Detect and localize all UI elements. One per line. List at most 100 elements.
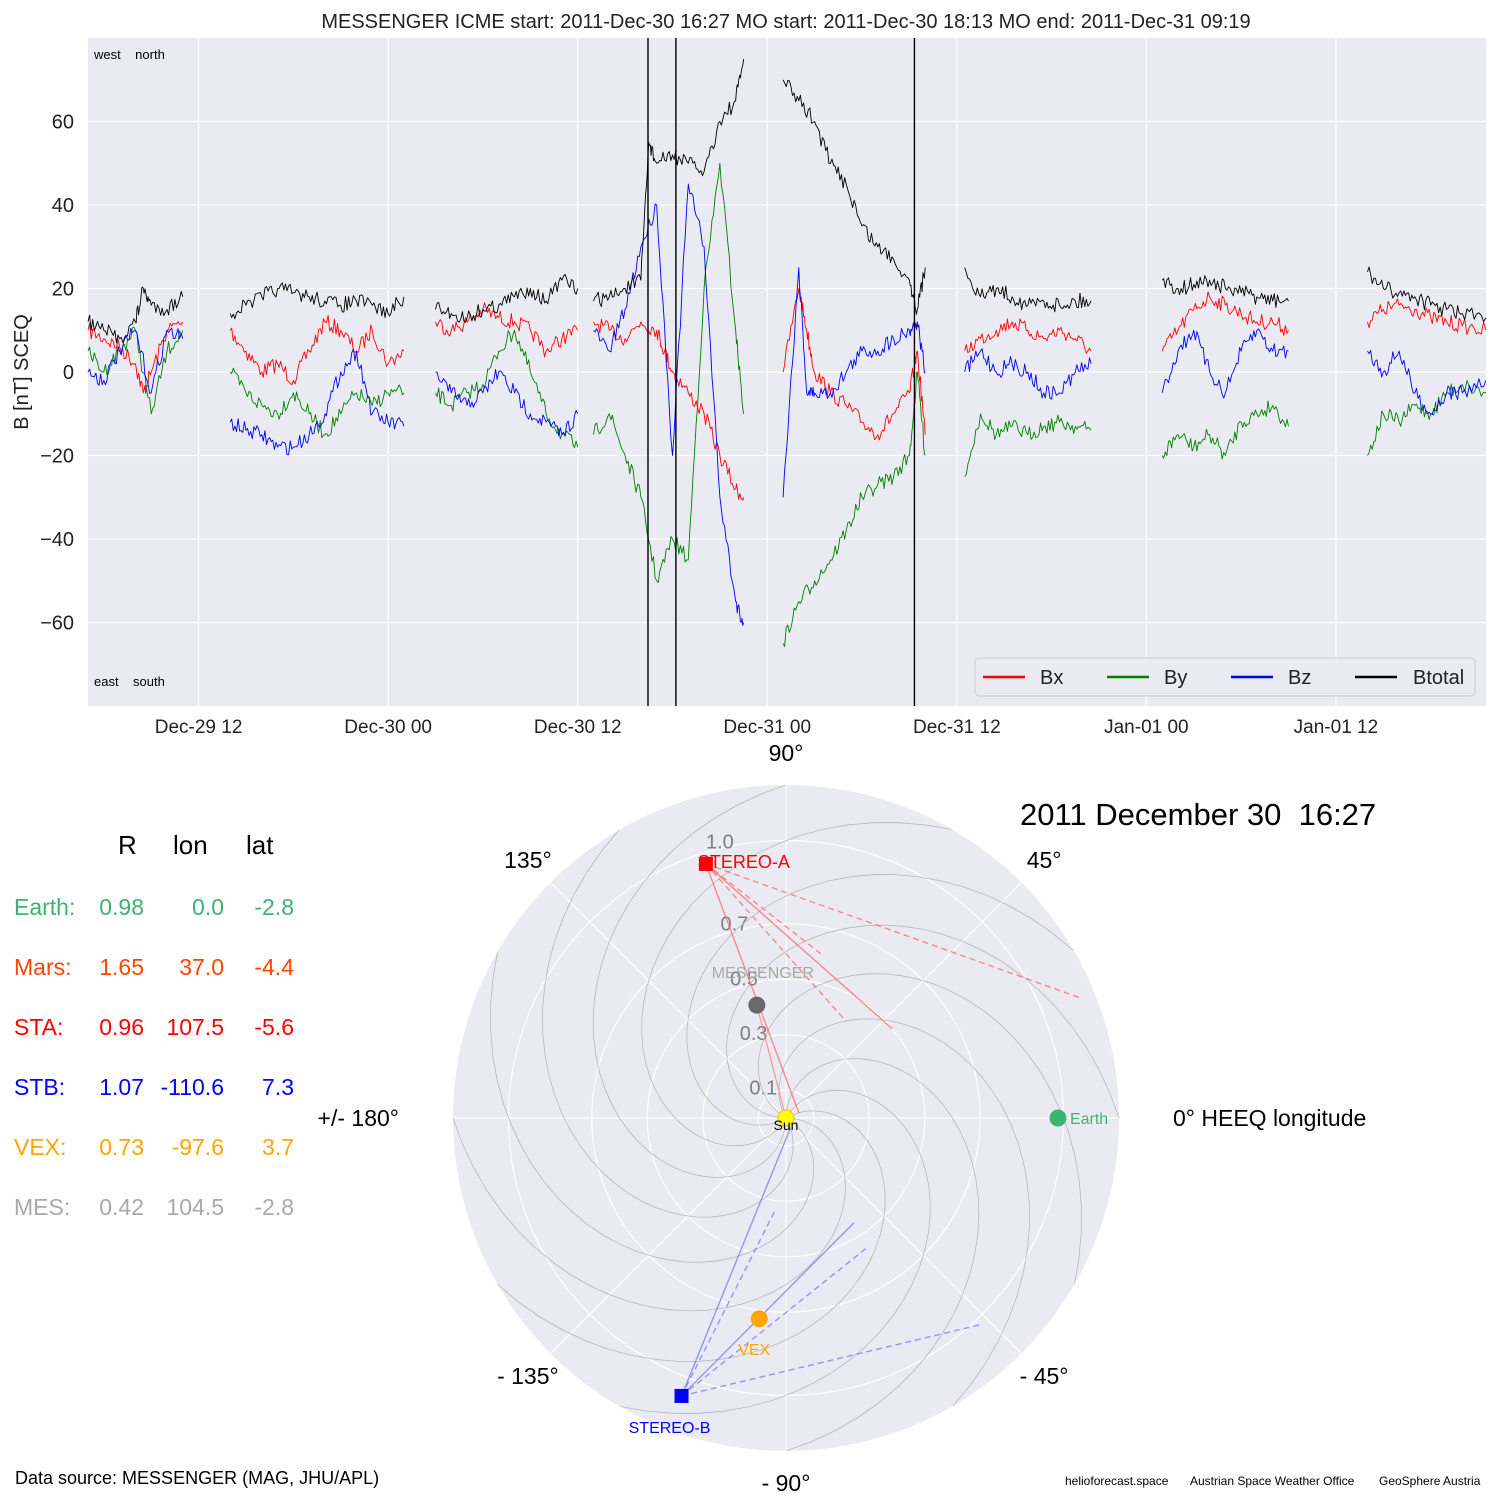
field-line	[592, 785, 787, 1178]
field-line	[785, 1058, 980, 1451]
timeseries-series	[87, 58, 1487, 647]
positions-cell-r: 0.98	[99, 894, 144, 920]
series-line-bx	[87, 321, 184, 395]
x-tick-label: Dec-30 00	[344, 717, 432, 738]
view-line	[705, 863, 1083, 1000]
series-line-bx	[1161, 291, 1289, 352]
field-line	[726, 924, 1119, 1119]
timeseries-ticks: −60 −40 −20 0 20 40 60 Dec-29 12 Dec-30 00 Dec-30…	[40, 112, 1378, 739]
series-line-btotal	[964, 267, 1092, 313]
series-line-by	[782, 371, 926, 647]
y-tick-label: −60	[40, 613, 74, 635]
credit-asweo: Austrian Space Weather Office	[1190, 1474, 1355, 1488]
marker-stereo-b	[674, 1388, 689, 1403]
series-line-by	[229, 367, 405, 439]
credit-geosphere: GeoSphere Austria	[1379, 1474, 1481, 1488]
data-source-note: Data source: MESSENGER (MAG, JHU/APL)	[15, 1468, 380, 1488]
positions-header-lon: lon	[173, 830, 208, 860]
field-line	[778, 1018, 1030, 1407]
legend: Bx By Bz Btotal	[974, 657, 1476, 697]
view-line	[680, 1211, 776, 1397]
positions-cell-lat: 3.7	[262, 1134, 294, 1160]
positions-cell-lon: 104.5	[166, 1194, 224, 1220]
polar-radius-label: 1.0	[706, 832, 734, 854]
label-messenger: MESSENGER	[712, 965, 814, 982]
series-line-btotal	[782, 79, 926, 315]
series-line-bz	[782, 267, 926, 498]
series-line-by	[435, 329, 579, 448]
positions-cell-name: Mars:	[14, 954, 72, 980]
positions-cell-r: 1.07	[99, 1074, 144, 1100]
positions-row: Earth: 0.98 0.0 -2.8	[14, 894, 314, 924]
y-tick-label: 60	[52, 112, 74, 134]
marker-earth	[1049, 1109, 1067, 1127]
field-line	[490, 951, 815, 1263]
corner-label-top: west north	[93, 47, 165, 62]
positions-header-lat: lat	[246, 830, 274, 860]
legend-label-btotal: Btotal	[1413, 667, 1464, 689]
view-line	[705, 863, 893, 1030]
positions-row: STA: 0.96 107.5 -5.6	[14, 1014, 314, 1044]
positions-cell-lat: -5.6	[254, 1014, 294, 1040]
positions-cell-name: Earth:	[14, 894, 76, 920]
polar-radius-label: 0.7	[720, 914, 748, 936]
positions-cell-lat: -2.8	[254, 1194, 294, 1220]
marker-messenger	[748, 996, 766, 1014]
corner-label-bottom: east south	[94, 674, 165, 689]
field-line	[686, 874, 1075, 1126]
view-line	[681, 1324, 980, 1397]
y-tick-label: 40	[52, 195, 74, 217]
legend-label-bz: Bz	[1288, 667, 1311, 689]
x-tick-label: Dec-31 12	[913, 717, 1001, 738]
polar-date-title: 2011 December 30 16:27	[1020, 797, 1376, 832]
y-tick-label: −40	[40, 529, 74, 551]
label-stereo-b: STEREO-B	[629, 1420, 711, 1437]
series-line-btotal	[1367, 266, 1487, 322]
positions-row: STB: 1.07 -110.6 7.3	[14, 1074, 314, 1104]
field-line	[641, 822, 953, 1147]
polar-angle-label: +/- 180°	[318, 1105, 399, 1131]
series-line-bz	[87, 327, 184, 394]
polar-angle-label: - 90°	[762, 1470, 811, 1496]
legend-label-bx: Bx	[1040, 667, 1063, 689]
polar-angle-label: - 45°	[1020, 1363, 1069, 1389]
positions-cell-lon: -97.6	[171, 1134, 224, 1160]
positions-cell-name: MES:	[14, 1194, 71, 1220]
y-axis-label: B [nT] SCEQ	[11, 314, 33, 430]
label-vex: VEX	[738, 1342, 770, 1359]
positions-cell-name: VEX:	[14, 1134, 67, 1160]
series-line-by	[593, 162, 745, 583]
positions-row: VEX: 0.73 -97.6 3.7	[14, 1134, 314, 1164]
positions-row: MES: 0.42 104.5 -2.8	[14, 1194, 314, 1224]
series-line-by	[1367, 380, 1487, 456]
timeseries-grid	[88, 38, 1486, 706]
polar-angle-spoke	[785, 882, 1022, 1119]
series-line-bx	[435, 302, 579, 358]
positions-row: Mars: 1.65 37.0 -4.4	[14, 954, 314, 984]
series-line-bx	[593, 318, 745, 501]
positions-cell-name: STA:	[14, 1014, 64, 1040]
series-line-btotal	[435, 273, 579, 323]
legend-label-by: By	[1164, 667, 1187, 689]
series-line-by	[1161, 400, 1289, 460]
positions-cell-lon: 107.5	[166, 1014, 224, 1040]
positions-cell-lon: 37.0	[179, 954, 224, 980]
series-line-btotal	[593, 58, 745, 308]
x-tick-label: Jan-01 00	[1104, 717, 1189, 738]
y-tick-label: 0	[63, 362, 74, 384]
series-line-bx	[782, 288, 926, 441]
series-line-bz	[1367, 349, 1487, 415]
series-line-bz	[964, 348, 1092, 400]
polar-angle-label: 0° HEEQ longitude	[1173, 1105, 1366, 1131]
view-line	[681, 1245, 870, 1397]
credit-helioforecast: helioforecast.space	[1065, 1474, 1169, 1488]
series-line-bz	[435, 369, 579, 437]
field-line	[619, 1089, 931, 1414]
positions-cell-r: 0.42	[99, 1194, 144, 1220]
field-line	[453, 1117, 846, 1312]
event-lines	[647, 38, 916, 706]
positions-cell-lat: -4.4	[254, 954, 294, 980]
label-sun: Sun	[774, 1117, 799, 1133]
series-line-btotal	[229, 282, 405, 320]
